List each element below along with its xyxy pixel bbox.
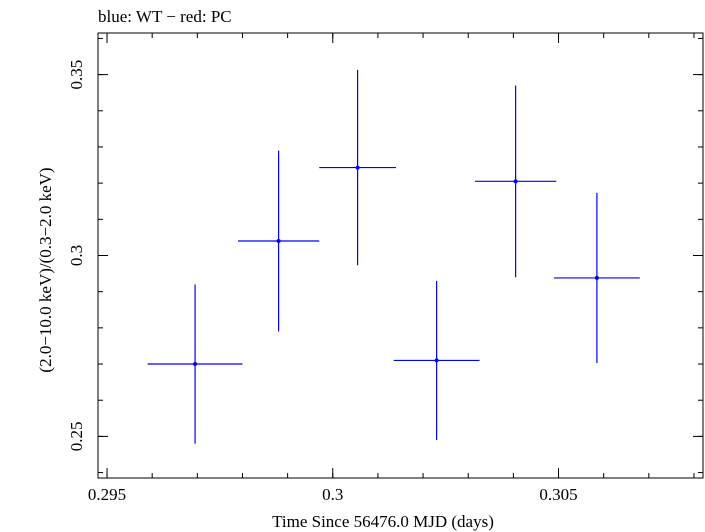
data-point <box>474 85 557 278</box>
point-marker <box>594 275 599 280</box>
data-point <box>554 192 640 363</box>
data-point <box>319 69 396 266</box>
y-tick-label: 0.35 <box>67 60 86 90</box>
x-axis-label: Time Since 56476.0 MJD (days) <box>272 512 494 531</box>
y-axis-label: (2.0−10.0 keV)/(0.3−2.0 keV) <box>36 167 55 372</box>
axis-ticks <box>98 33 703 478</box>
data-points <box>147 69 640 444</box>
x-tick-label: 0.3 <box>322 485 343 504</box>
data-point <box>393 280 480 441</box>
point-marker <box>193 362 198 367</box>
chart-title: blue: WT − red: PC <box>98 7 232 26</box>
x-tick-label: 0.295 <box>88 485 126 504</box>
data-point <box>237 150 320 332</box>
point-marker <box>276 239 281 244</box>
y-tick-label: 0.25 <box>67 422 86 452</box>
plot-frame <box>97 32 704 479</box>
point-marker <box>513 179 518 184</box>
point-marker <box>355 165 360 170</box>
tick-labels: 0.295 0.3 0.305 0.25 0.3 0.35 <box>67 60 578 504</box>
x-tick-label: 0.305 <box>539 485 577 504</box>
data-point <box>147 284 243 444</box>
y-tick-label: 0.3 <box>67 245 86 266</box>
point-marker <box>434 358 439 363</box>
